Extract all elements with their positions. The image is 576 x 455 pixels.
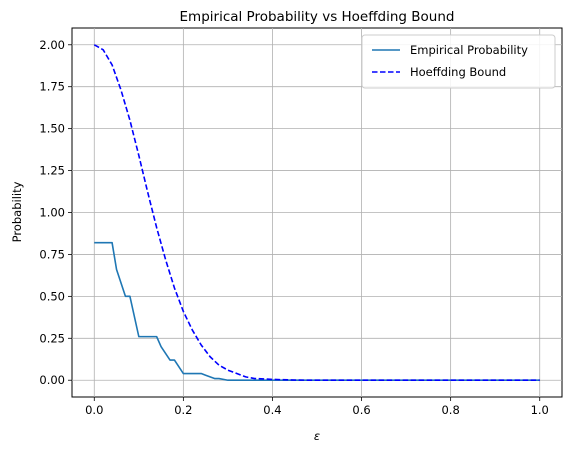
x-tick-label: 1.0 — [531, 403, 549, 417]
x-tick-label: 0.0 — [85, 403, 103, 417]
y-axis-ticks: 0.00 0.25 0.50 0.75 1.00 1.25 1.50 1.75 2.00 — [39, 38, 72, 387]
x-axis-label: ε — [314, 429, 320, 443]
y-tick-label: 2.00 — [39, 38, 65, 52]
series-line-hoeffding-bound — [93, 44, 540, 382]
y-tick-label: 1.25 — [39, 164, 65, 178]
y-tick-label: 1.50 — [39, 122, 65, 136]
y-tick-label: 1.75 — [39, 80, 65, 94]
legend-label-empirical: Empirical Probability — [410, 43, 528, 57]
y-tick-label: 1.00 — [39, 206, 65, 220]
y-tick-label: 0.50 — [39, 289, 65, 303]
chart-title: Empirical Probability vs Hoeffding Bound — [180, 9, 455, 25]
x-tick-label: 0.8 — [441, 403, 459, 417]
legend: Empirical Probability Hoeffding Bound — [361, 34, 556, 89]
y-tick-label: 0.75 — [39, 247, 65, 261]
x-axis-ticks: 0.0 0.2 0.4 0.6 0.8 1.0 — [85, 397, 549, 417]
legend-box — [361, 34, 556, 89]
legend-label-hoeffding: Hoeffding Bound — [410, 65, 506, 79]
x-tick-label: 0.2 — [174, 403, 192, 417]
plot-area — [71, 27, 563, 398]
grid — [72, 28, 562, 397]
series-layer — [93, 44, 540, 382]
x-tick-label: 0.4 — [263, 403, 281, 417]
y-axis-label: Probability — [10, 181, 24, 242]
x-tick-label: 0.6 — [352, 403, 370, 417]
y-tick-label: 0.25 — [39, 331, 65, 345]
y-tick-label: 0.00 — [39, 373, 65, 387]
series-line-empirical-probability — [94, 241, 540, 382]
